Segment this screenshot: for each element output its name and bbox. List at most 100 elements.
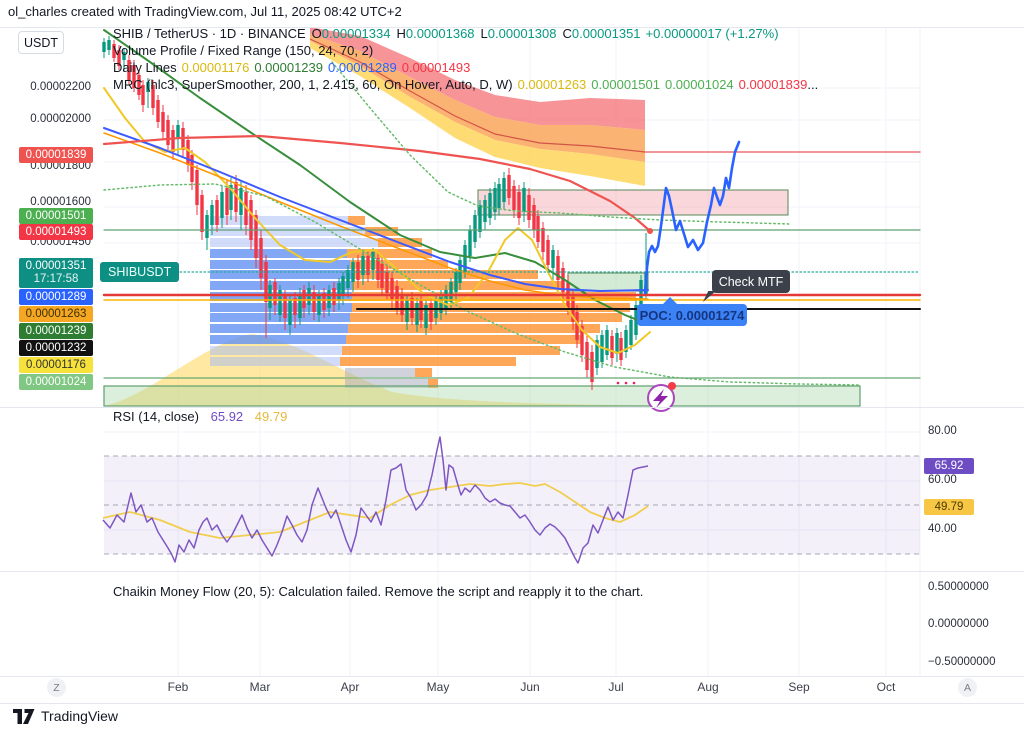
candle-body (302, 290, 306, 308)
candle-body (483, 200, 487, 222)
candle-body (205, 215, 209, 238)
check-mtf-note[interactable]: Check MTF (712, 270, 790, 293)
price-level-badge: 0.00001501 (19, 208, 93, 224)
volume-profile-row-3 (347, 249, 432, 258)
volume-profile-row-6 (210, 281, 352, 290)
candle-body (439, 295, 443, 313)
candle-body (220, 192, 224, 218)
minor-demand-zone (567, 272, 649, 292)
marker-trail-dot (624, 381, 628, 385)
marker-trail-dot (616, 381, 620, 385)
candle-body (527, 195, 531, 220)
price-level-badge: 0.00001176 (19, 357, 93, 373)
cmf-panel-separator (0, 571, 1024, 572)
candle-body (532, 205, 536, 230)
candle-body (366, 256, 370, 275)
candle-body (390, 278, 394, 300)
candle-body (605, 330, 609, 355)
candle-body (624, 330, 628, 352)
volume-profile-row-1 (210, 227, 365, 236)
candle-body (102, 42, 106, 52)
volume-profile-row-10 (348, 324, 600, 333)
red-ma (102, 134, 652, 233)
rsi-value-badge: 49.79 (924, 499, 974, 515)
candle-body (298, 295, 302, 318)
rsi-signal-value: 49.79 (254, 409, 288, 424)
candle-body (249, 200, 253, 240)
volume-profile-row-9 (350, 313, 622, 322)
candle-body (561, 268, 565, 292)
candle-body (215, 200, 219, 225)
time-axis-label-Mar: Mar (249, 680, 271, 694)
indicator-value: 0.00001239 (254, 60, 323, 75)
mrc-values: 0.00001263 0.00001501 0.00001024 0.00001839 (513, 77, 808, 92)
candle-body (254, 215, 258, 258)
time-axis-label-May: May (426, 680, 450, 694)
price-level-badge: 0.00001493 (19, 224, 93, 240)
ohlc-key: C (562, 26, 572, 41)
mrc-median-line (309, 38, 646, 153)
rsi-line (102, 436, 649, 564)
candle-body (132, 65, 136, 88)
candle-body (210, 205, 214, 225)
cmf-error-message: Chaikin Money Flow (20, 5): Calculation … (113, 584, 644, 599)
rsi-tick: 80.00 (928, 425, 957, 437)
mrc-band-layer-1 (310, 34, 645, 162)
currency-button[interactable]: USDT (18, 31, 64, 54)
legend-row-volume-profile[interactable]: Volume Profile / Fixed Range (150, 24, 7… (113, 43, 373, 58)
candle-body (405, 300, 409, 322)
candle-body (190, 155, 194, 182)
volume-profile-row-13 (340, 357, 516, 366)
yellow-ma (103, 87, 651, 354)
candle-body (493, 188, 497, 212)
legend-row-daily-lines[interactable]: Daily Lines 0.00001176 0.00001239 0.0000128… (113, 60, 470, 75)
current-price: 0.00001351 (25, 260, 87, 272)
candle-body (385, 272, 389, 293)
candle-body (117, 50, 121, 66)
demand-zone (103, 385, 861, 407)
volume-profile-row-5 (352, 270, 538, 279)
cmf-tick: 0.50000000 (928, 581, 989, 593)
candle-body (122, 52, 126, 60)
volume-profile-row-14 (415, 368, 432, 377)
ohlc-key: H (396, 26, 406, 41)
marker-trail-dot (632, 381, 636, 385)
time-axis-label-Oct: Oct (876, 680, 896, 694)
candle-body (322, 293, 326, 310)
volume-profile-row-12 (342, 346, 560, 355)
candle-body (259, 238, 263, 278)
ohlc-key: L (480, 26, 488, 41)
price-level-badge: 0.00001289 (19, 289, 93, 305)
candle-body (161, 112, 165, 132)
candle-body (288, 300, 292, 325)
volume-profile-row-14 (345, 368, 415, 377)
candle-body (429, 303, 433, 322)
candle-body (312, 292, 316, 312)
volume-profile-row-8 (352, 303, 630, 312)
tradingview-logo[interactable]: TradingView (13, 708, 118, 724)
rsi-legend[interactable]: RSI (14, close) 65.92 49.79 (113, 409, 287, 424)
timezone-button[interactable]: Z (47, 678, 66, 697)
candle-body (337, 283, 341, 300)
time-axis-label-Jul: Jul (608, 680, 624, 694)
candle-body (580, 326, 584, 355)
tradingview-brand-text: TradingView (41, 708, 119, 724)
candle-body (376, 258, 380, 280)
time-axis-separator (0, 676, 1024, 677)
legend-row-mrc[interactable]: MRC (hlc3, SuperSmoother, 200, 1, 2.415,… (113, 77, 818, 92)
candle-body (346, 270, 350, 288)
lightning-bolt-glyph (653, 389, 668, 408)
candle-body (166, 120, 170, 145)
daily-lines-values: 0.00001176 0.00001239 0.00001289 0.00001493 (177, 60, 471, 75)
indicator-value: 0.00001263 (517, 77, 587, 92)
volume-profile-row-4 (350, 260, 448, 269)
auto-scale-button[interactable]: A (958, 678, 977, 697)
legend-row-symbol[interactable]: SHIB / TetherUS · 1D · BINANCE O0.0000133… (113, 26, 779, 41)
candle-body (575, 312, 579, 340)
candle-body (146, 82, 150, 92)
candle-body (127, 60, 131, 80)
candle-body (522, 188, 526, 212)
mrc-band-layer-2 (310, 41, 645, 186)
